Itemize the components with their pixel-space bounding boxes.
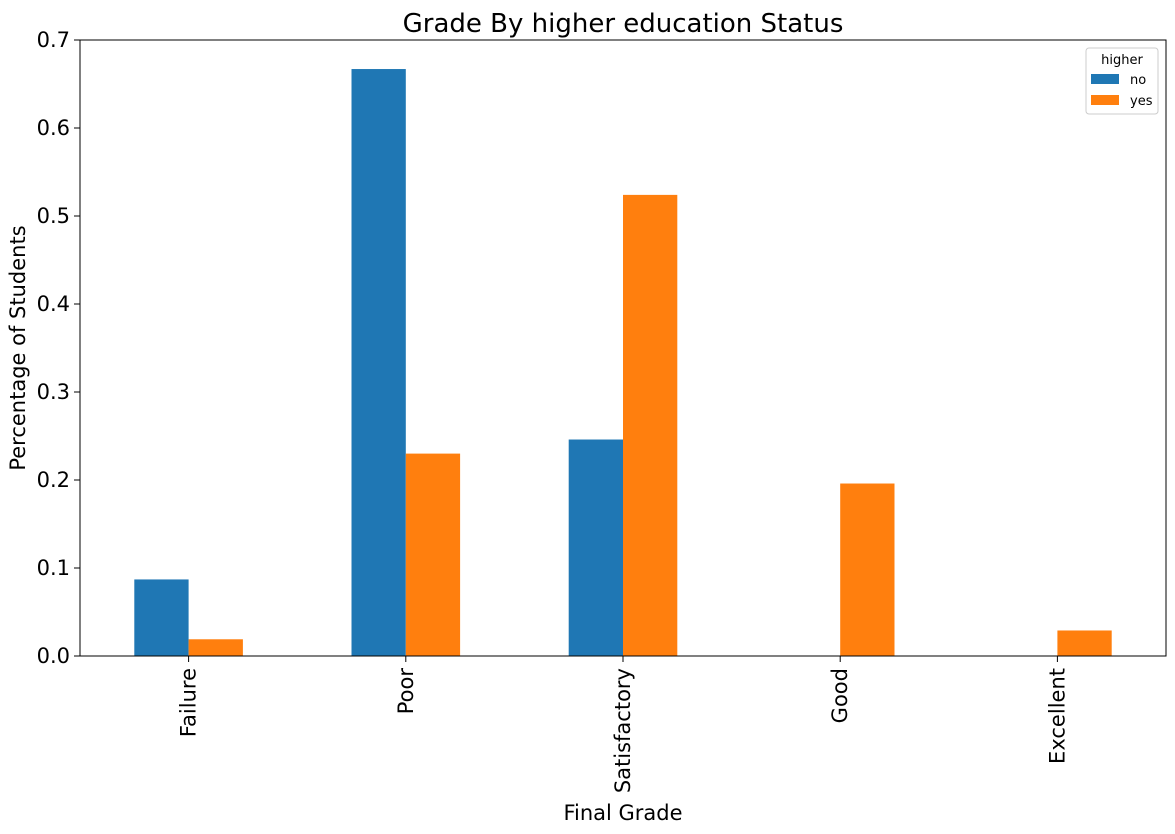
x-tick-label: Satisfactory — [611, 668, 635, 793]
x-axis-label: Final Grade — [563, 801, 682, 825]
legend-label-no: no — [1130, 73, 1146, 88]
legend-swatch-yes — [1091, 95, 1119, 105]
x-axis: Failure Poor Satisfactory Good Excellent — [177, 656, 1069, 793]
legend: higher no yes — [1085, 47, 1159, 115]
x-tick-label: Good — [828, 668, 852, 723]
y-tick-label: 0.4 — [37, 292, 70, 316]
plot-frame — [79, 39, 1167, 657]
y-axis-label: Percentage of Students — [6, 225, 30, 470]
y-axis: 0.0 0.1 0.2 0.3 0.4 0.5 0.6 0.7 — [37, 28, 80, 668]
bar-no-failure — [134, 579, 189, 656]
y-tick-label: 0.3 — [37, 380, 70, 404]
chart-title: Grade By higher education Status — [403, 9, 844, 39]
bar-yes-excellent — [1057, 630, 1112, 656]
x-tick-label: Poor — [394, 668, 418, 715]
bar-yes-good — [840, 483, 895, 656]
x-tick-label: Failure — [177, 668, 201, 737]
y-tick-label: 0.6 — [37, 116, 70, 140]
y-tick-label: 0.7 — [37, 28, 70, 52]
y-tick-label: 0.2 — [37, 468, 70, 492]
bar-yes-poor — [405, 453, 461, 656]
y-tick-label: 0.1 — [37, 556, 70, 580]
y-tick-label: 0.5 — [37, 204, 70, 228]
y-tick-label: 0.0 — [37, 644, 70, 668]
bar-yes-failure — [188, 639, 243, 656]
bar-yes-satisfactory — [623, 194, 678, 656]
bar-no-satisfactory — [568, 439, 623, 656]
legend-swatch-no — [1091, 74, 1119, 84]
legend-title: higher — [1101, 53, 1143, 68]
legend-label-yes: yes — [1130, 94, 1153, 109]
x-tick-label: Excellent — [1045, 668, 1069, 764]
bar-no-poor — [351, 69, 406, 657]
bars-group — [134, 69, 1112, 657]
